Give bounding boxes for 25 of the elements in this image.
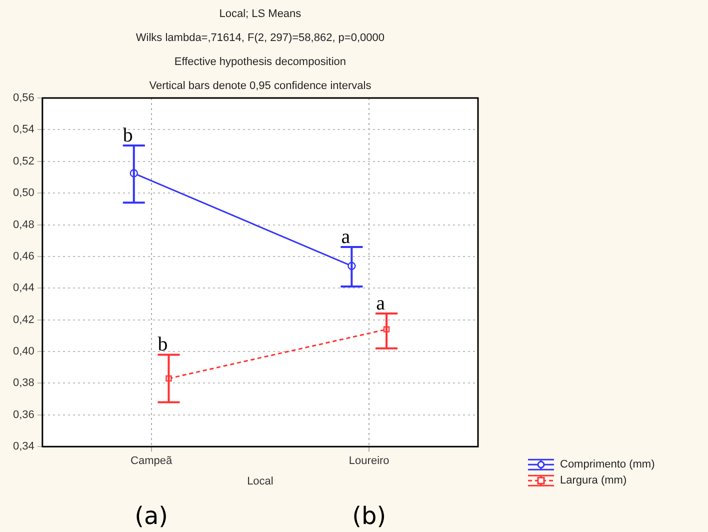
y-tick-label: 0,44	[12, 282, 34, 294]
chart-subtitle: Wilks lambda=,71614, F(2, 297)=58,862, p=0,0000 Effective hypothesis decomposition Vertical bars denote 0,95 confidence intervals	[136, 32, 384, 92]
y-tick-label: 0,52	[12, 155, 34, 168]
y-tick-label: 0,42	[12, 314, 34, 326]
y-tick-label: 0,56	[12, 92, 34, 104]
annotation: a	[376, 292, 386, 314]
y-tick-label: 0,54	[12, 124, 34, 136]
annotation: b	[158, 334, 168, 356]
y-tick-label: 0,36	[12, 408, 34, 421]
y-tick-label: 0,34	[12, 440, 34, 453]
y-tick-label: 0,40	[12, 346, 34, 358]
legend-label: Largura (mm)	[560, 474, 627, 487]
y-tick-label: 0,38	[12, 377, 34, 390]
y-tick-label: 0,46	[12, 250, 34, 262]
x-tick-label: Loureiro	[348, 455, 390, 468]
y-tick-label: 0,50	[12, 187, 34, 200]
legend-label: Comprimento (mm)	[560, 458, 655, 471]
text: (a)	[134, 502, 168, 530]
annotation: b	[122, 124, 133, 147]
x-tick-label: Campeã	[130, 455, 173, 468]
chart-title: Local; LS Means	[219, 8, 302, 20]
y-tick-label: 0,48	[12, 218, 34, 231]
text: (b)	[352, 502, 386, 530]
x-axis-title: Local	[247, 475, 274, 488]
annotation: a	[341, 226, 350, 248]
